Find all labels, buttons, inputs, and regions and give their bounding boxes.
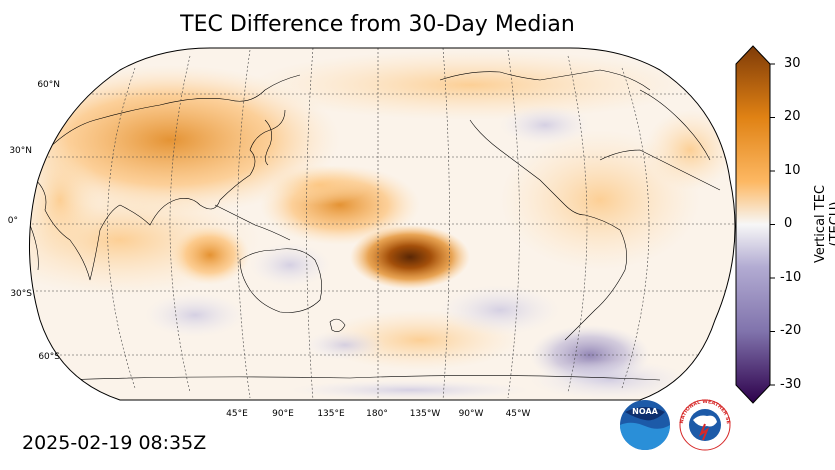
- lon-label-90e: 90°E: [272, 409, 294, 419]
- lat-label-60s: 60°S: [38, 352, 60, 362]
- colorbar-tick-n10: -10: [780, 270, 802, 285]
- lon-label-45w: 45°W: [505, 409, 531, 419]
- colorbar-tick-30: 30: [784, 56, 801, 71]
- agency-logos: NOAA NATIONAL WEATHER SERVICE: [619, 398, 731, 451]
- lon-label-90w: 90°W: [458, 409, 484, 419]
- lon-label-45e: 45°E: [226, 409, 248, 419]
- colorbar-tick-n20: -20: [780, 323, 802, 338]
- colorbar-label: Vertical TEC (TECU): [813, 184, 835, 264]
- colorbar-tick-n30: -30: [780, 377, 802, 392]
- lon-label-135e: 135°E: [317, 409, 345, 419]
- lon-label-180: 180°: [366, 409, 388, 419]
- lat-label-60n: 60°N: [37, 80, 60, 90]
- lat-label-0: 0°: [7, 216, 18, 226]
- noaa-logo: NOAA: [620, 400, 670, 450]
- colorbar-tick-10: 10: [784, 163, 801, 178]
- lat-label-30s: 30°S: [10, 289, 32, 299]
- lon-label-135w: 135°W: [409, 409, 441, 419]
- noaa-logo-text: NOAA: [632, 407, 658, 416]
- coastlines: [29, 69, 721, 381]
- graticule: [29, 48, 735, 400]
- colorbar-bar: [735, 45, 771, 404]
- map-title: TEC Difference from 30-Day Median: [180, 12, 575, 37]
- colorbar-tick-0: 0: [784, 216, 793, 231]
- colorbar-ticks: [770, 63, 775, 386]
- timestamp: 2025-02-19 08:35Z: [22, 432, 207, 454]
- lat-label-30n: 30°N: [9, 146, 32, 156]
- colorbar-tick-20: 20: [784, 109, 801, 124]
